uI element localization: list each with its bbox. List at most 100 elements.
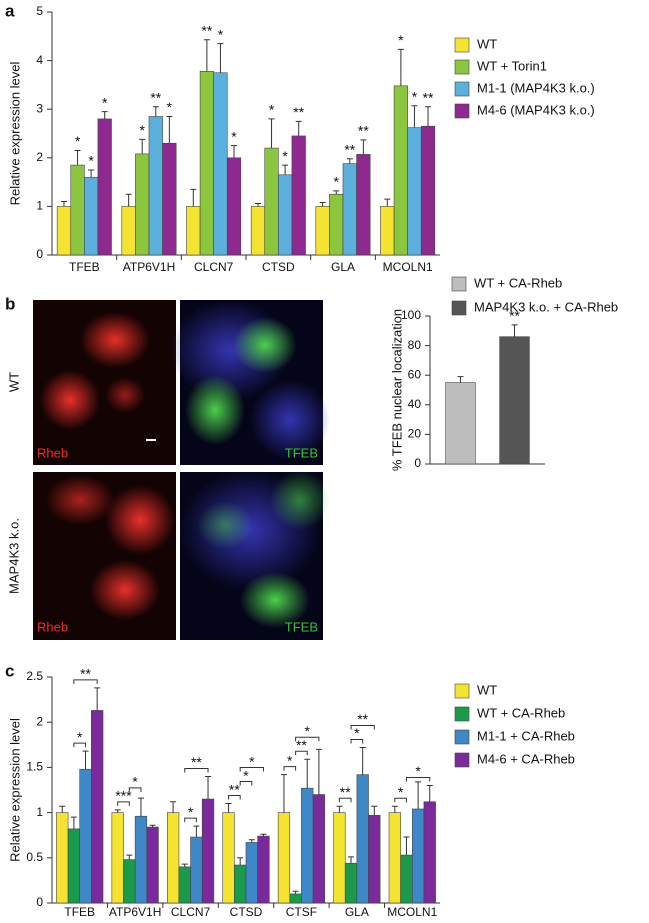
significance-bracket bbox=[73, 679, 98, 684]
error-bar bbox=[114, 809, 121, 813]
error-bar bbox=[231, 145, 238, 158]
significance: ** bbox=[293, 104, 304, 120]
x-tick-label: TFEB bbox=[64, 905, 95, 919]
x-tick-label: CTSF bbox=[286, 905, 317, 919]
legend-swatch bbox=[454, 683, 470, 699]
significance: ** bbox=[150, 89, 161, 105]
error-bar bbox=[60, 201, 67, 207]
bar bbox=[356, 154, 371, 256]
y-tick-label: 1 bbox=[36, 805, 43, 819]
cell bbox=[233, 317, 297, 373]
error-bar bbox=[511, 324, 518, 337]
bar bbox=[70, 164, 85, 256]
bar bbox=[329, 193, 344, 256]
error-bar bbox=[319, 202, 326, 207]
error-bar bbox=[82, 750, 89, 770]
y-tick-label: 0 bbox=[36, 247, 43, 261]
significance: * bbox=[188, 804, 194, 820]
bar bbox=[166, 812, 180, 904]
error-bar bbox=[193, 825, 200, 838]
significance-bracket bbox=[405, 776, 431, 782]
significance: ** bbox=[201, 22, 212, 38]
error-bar bbox=[88, 169, 95, 178]
x-tick-label: CLCN7 bbox=[194, 260, 234, 274]
error-bar bbox=[425, 106, 432, 127]
significance: * bbox=[77, 729, 83, 745]
bar bbox=[190, 836, 203, 904]
bar bbox=[111, 812, 124, 904]
error-bar bbox=[426, 784, 433, 802]
bar bbox=[97, 118, 112, 256]
bar bbox=[123, 859, 136, 904]
cell bbox=[185, 375, 245, 445]
bar bbox=[312, 794, 326, 904]
error-bar bbox=[292, 890, 299, 894]
bar bbox=[67, 828, 81, 904]
bar bbox=[393, 85, 408, 256]
significance-bracket bbox=[73, 742, 87, 748]
cell bbox=[45, 475, 115, 525]
x-tick-label: CTSD bbox=[230, 905, 263, 919]
significance: * bbox=[398, 32, 404, 48]
y-tick-label: 2.5 bbox=[26, 669, 43, 683]
significance: * bbox=[287, 752, 293, 768]
error-bar bbox=[225, 803, 232, 813]
bar bbox=[368, 815, 381, 904]
error-bar bbox=[248, 839, 255, 843]
significance: ** bbox=[509, 308, 520, 324]
error-bar bbox=[415, 781, 422, 809]
significance-bracket bbox=[295, 736, 320, 742]
y-tick-label: 60 bbox=[408, 367, 422, 381]
error-bar bbox=[304, 758, 311, 789]
bar bbox=[388, 812, 401, 904]
y-tick-label: 1 bbox=[36, 199, 43, 213]
y-tick-label: 0.5 bbox=[26, 850, 43, 864]
error-bar bbox=[391, 805, 398, 813]
bar bbox=[499, 336, 530, 465]
significance: * bbox=[415, 763, 421, 779]
legend-label: WT + CA-Rheb bbox=[477, 705, 565, 720]
x-tick-label: ATP6V1H bbox=[123, 260, 175, 274]
legend-label: WT + CA-Rheb bbox=[474, 275, 562, 290]
bar bbox=[289, 893, 302, 904]
error-bar bbox=[190, 188, 197, 207]
significance: ** bbox=[357, 711, 368, 727]
significance: ** bbox=[358, 123, 369, 139]
significance: * bbox=[139, 122, 145, 138]
bar bbox=[344, 862, 358, 904]
legend-label: MAP4K3 k.o. + CA-Rheb bbox=[474, 299, 618, 314]
significance: * bbox=[88, 153, 94, 169]
legend-swatch bbox=[454, 59, 470, 75]
bar bbox=[301, 787, 314, 904]
legend-label: WT bbox=[477, 36, 497, 51]
bar bbox=[407, 127, 422, 256]
significance: * bbox=[167, 99, 173, 115]
panel-letter: c bbox=[5, 661, 14, 680]
y-tick-label: 40 bbox=[408, 397, 422, 411]
bar bbox=[162, 142, 177, 256]
significance: * bbox=[243, 767, 249, 783]
x-tick-label: MCOLN1 bbox=[383, 260, 433, 274]
panel-letter: a bbox=[5, 1, 15, 20]
significance-bracket bbox=[239, 781, 253, 786]
significance: *** bbox=[115, 788, 132, 804]
significance: ** bbox=[80, 666, 91, 682]
bar bbox=[135, 153, 150, 256]
significance-bracket bbox=[184, 767, 209, 773]
bar bbox=[445, 382, 476, 465]
cell bbox=[40, 370, 100, 430]
significance: ** bbox=[296, 737, 307, 753]
error-bar bbox=[295, 120, 302, 136]
legend-label: M1-1 (MAP4K3 k.o.) bbox=[477, 80, 595, 95]
significance: ** bbox=[191, 754, 202, 770]
error-bar bbox=[203, 39, 210, 72]
error-bar bbox=[126, 854, 133, 860]
significance: * bbox=[398, 784, 404, 800]
y-tick-label: 1.5 bbox=[26, 760, 43, 774]
significance-bracket bbox=[350, 739, 364, 744]
significance-bracket bbox=[295, 750, 308, 756]
bar bbox=[420, 125, 436, 256]
significance-bracket bbox=[184, 817, 197, 823]
error-bar bbox=[205, 775, 212, 800]
row-label: MAP4K3 k.o. bbox=[6, 518, 21, 594]
